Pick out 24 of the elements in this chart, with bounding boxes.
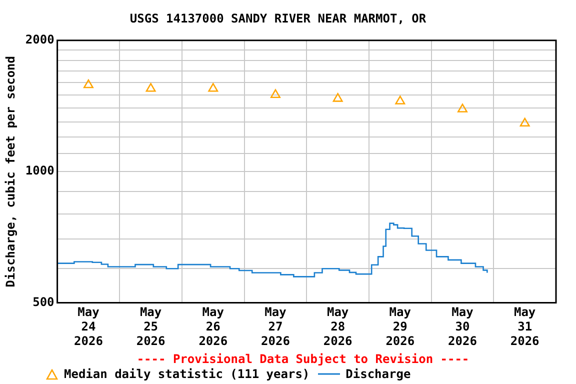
x-tick-label: May 29 2026 xyxy=(386,305,415,348)
point xyxy=(332,93,343,102)
y-tick-label: 1000 xyxy=(25,164,54,178)
x-tick-label: May 25 2026 xyxy=(136,305,166,348)
legend-label: Median daily statistic (111 years) xyxy=(64,367,310,381)
point xyxy=(146,82,156,92)
point xyxy=(458,104,468,112)
legend-label: Discharge xyxy=(346,367,411,381)
point xyxy=(520,118,530,127)
y-tick-label: 2000 xyxy=(25,32,54,47)
x-tick-label: May 31 2026 xyxy=(510,305,540,348)
point xyxy=(208,82,218,92)
x-tick-label: May 26 2026 xyxy=(198,305,228,348)
x-tick-label: May 30 2026 xyxy=(448,305,477,348)
point xyxy=(270,89,280,98)
x-tick-label: May 27 2026 xyxy=(261,305,290,348)
text: ---- Provisional Data Subject to Revision ---- xyxy=(136,352,470,366)
chart-title: USGS 14137000 SANDY RIVER NEAR MARMOT, OR xyxy=(130,11,427,26)
x-tick-label: May 24 2026 xyxy=(74,305,103,348)
y-tick-label: 500 xyxy=(32,294,54,309)
point xyxy=(83,79,94,88)
point xyxy=(395,96,406,104)
x-tick-label: May 28 2026 xyxy=(323,305,352,348)
y-axis-title: Discharge, cubic feet per second xyxy=(3,56,18,288)
